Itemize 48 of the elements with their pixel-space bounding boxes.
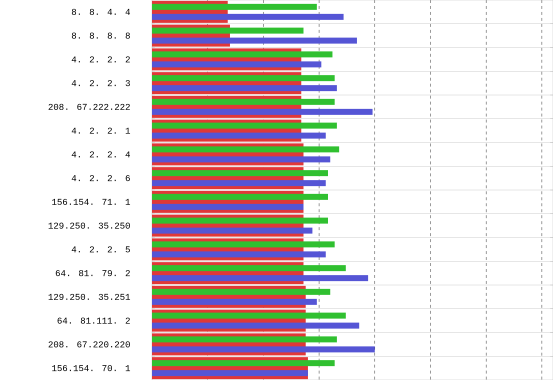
y-tick-label: 4. 2. 2. 5 xyxy=(72,246,130,252)
bar xyxy=(152,194,328,200)
bar xyxy=(152,170,328,176)
y-tick-label: 156.154. 70. 1 xyxy=(52,365,130,372)
bar xyxy=(152,180,326,186)
y-tick-label: 208. 67.220.220 xyxy=(48,341,130,348)
bar xyxy=(152,251,326,258)
y-tick-label: 4. 2. 2. 6 xyxy=(72,175,130,182)
bar xyxy=(152,156,330,162)
bar xyxy=(152,346,375,352)
y-tick-label: 208. 67.222.222 xyxy=(48,104,130,110)
bar xyxy=(152,241,335,248)
y-tick-label: 64. 81.111. 2 xyxy=(58,318,130,324)
bar xyxy=(152,312,346,319)
bar xyxy=(152,108,373,115)
y-tick-label: 4. 2. 2. 3 xyxy=(72,80,130,86)
bar xyxy=(152,132,326,139)
bar xyxy=(152,370,308,376)
bar xyxy=(152,288,330,295)
bar xyxy=(152,336,337,342)
y-tick-label: 129.250. 35.250 xyxy=(48,222,130,229)
y-tick-label: 4. 2. 2. 4 xyxy=(72,151,130,158)
y-tick-label: 129.250. 35.251 xyxy=(48,294,130,300)
bar xyxy=(152,75,335,82)
bar xyxy=(152,322,360,329)
y-tick-label: 4. 2. 2. 2 xyxy=(72,56,130,62)
bar xyxy=(152,298,317,305)
y-tick-label: 64. 81. 79. 2 xyxy=(56,270,130,276)
bar xyxy=(152,360,335,366)
bar xyxy=(152,4,317,10)
bar xyxy=(152,38,357,44)
bar xyxy=(152,275,368,282)
y-tick-label: 8. 8. 8. 8 xyxy=(72,32,130,39)
bar xyxy=(152,204,304,210)
bar xyxy=(152,98,335,105)
y-tick-label: 156.154. 71. 1 xyxy=(52,198,130,205)
y-tick-label: 4. 2. 2. 1 xyxy=(72,128,130,134)
bar xyxy=(152,146,340,152)
bar xyxy=(152,218,328,224)
bar xyxy=(152,122,337,129)
bar xyxy=(152,228,312,234)
y-tick-label: 8. 8. 4. 4 xyxy=(72,8,130,15)
bar xyxy=(152,265,346,272)
bar xyxy=(152,85,337,92)
bar xyxy=(152,51,332,58)
bar xyxy=(152,14,344,20)
bar xyxy=(152,61,322,68)
bar xyxy=(152,28,304,34)
